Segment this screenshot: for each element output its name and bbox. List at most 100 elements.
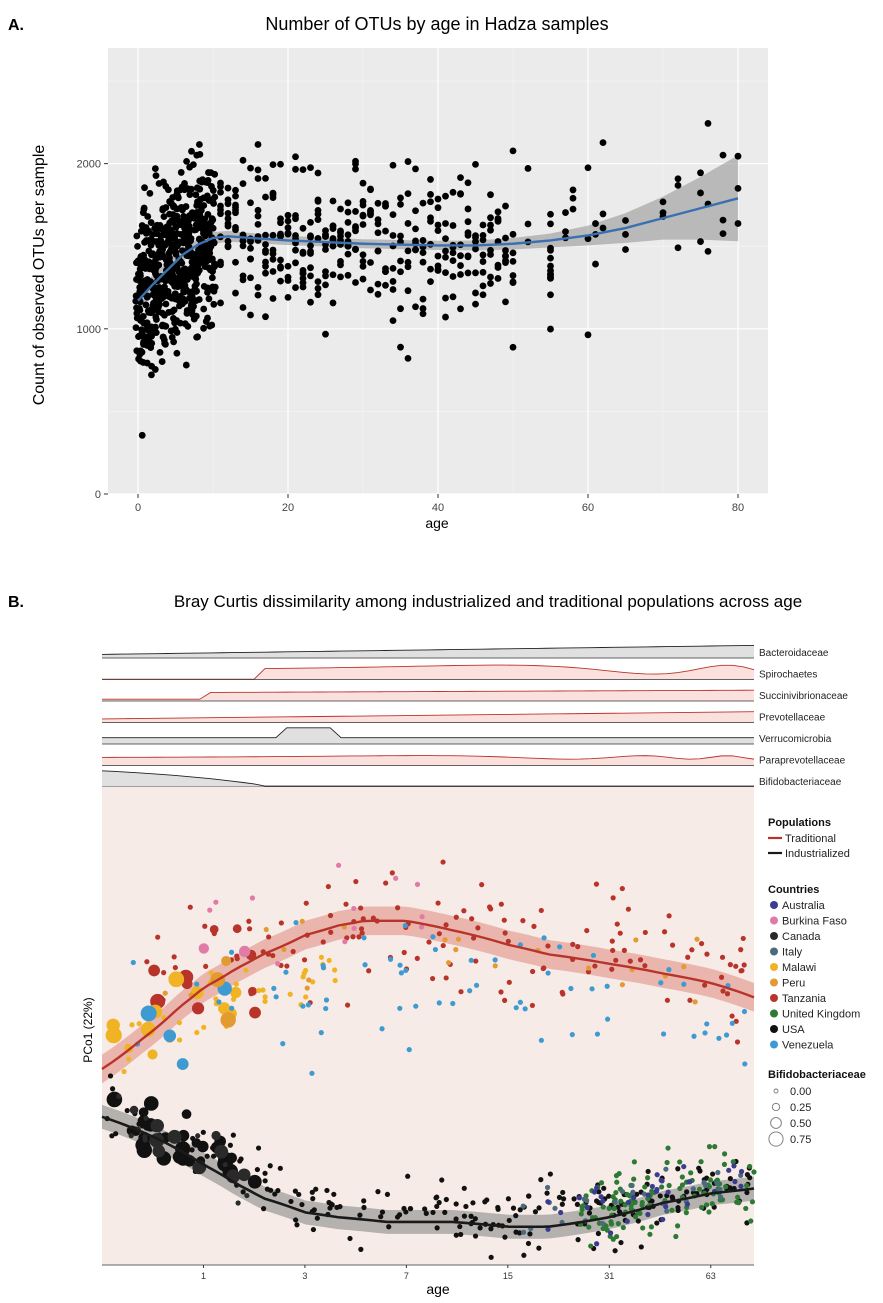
family-label: Prevotellaceae bbox=[759, 713, 826, 724]
sample-point bbox=[698, 940, 705, 947]
data-point bbox=[224, 184, 232, 192]
sample-point bbox=[702, 982, 708, 988]
data-point bbox=[189, 161, 197, 169]
sample-point bbox=[445, 960, 452, 966]
data-point bbox=[449, 222, 457, 229]
population-legend-label: Industrialized bbox=[785, 848, 850, 860]
sample-point bbox=[262, 1170, 268, 1176]
panel-b-smooth-lines bbox=[101, 919, 755, 1229]
sample-point bbox=[370, 915, 376, 921]
data-point bbox=[314, 234, 322, 242]
sample-point bbox=[240, 1189, 246, 1195]
sample-point bbox=[544, 1190, 550, 1196]
data-point bbox=[359, 179, 367, 187]
data-point bbox=[307, 298, 314, 306]
data-point bbox=[442, 269, 449, 277]
data-point bbox=[148, 339, 156, 347]
data-point bbox=[292, 232, 299, 239]
data-point bbox=[284, 293, 292, 301]
data-point bbox=[344, 219, 352, 226]
data-point bbox=[147, 219, 155, 226]
data-point bbox=[232, 226, 239, 234]
sample-point bbox=[201, 1024, 207, 1030]
sample-point bbox=[306, 977, 312, 983]
sample-point bbox=[443, 975, 449, 981]
sample-point bbox=[335, 862, 342, 868]
sample-point bbox=[638, 1244, 644, 1250]
sample-point bbox=[413, 1003, 419, 1009]
sample-point bbox=[470, 935, 477, 941]
sample-point bbox=[440, 942, 446, 949]
family-ridge bbox=[102, 755, 754, 766]
sample-point bbox=[600, 1225, 606, 1232]
size-legend-title: Bifidobacteriaceae bbox=[768, 1069, 866, 1081]
data-point bbox=[509, 257, 517, 265]
data-point bbox=[254, 212, 262, 220]
family-ridge-outline bbox=[101, 770, 754, 787]
sample-point bbox=[235, 1200, 241, 1206]
data-point bbox=[464, 218, 472, 226]
sample-point bbox=[691, 1033, 697, 1039]
data-point bbox=[659, 198, 667, 206]
sample-point bbox=[434, 1225, 440, 1231]
sample-point bbox=[568, 985, 574, 992]
data-point bbox=[547, 244, 554, 252]
data-point bbox=[419, 295, 427, 303]
sample-point bbox=[706, 1144, 713, 1150]
data-point bbox=[374, 247, 382, 255]
data-point bbox=[307, 242, 314, 250]
sample-point bbox=[743, 1205, 749, 1212]
data-point bbox=[389, 211, 397, 219]
data-point bbox=[224, 243, 232, 251]
sample-point bbox=[625, 1199, 631, 1205]
sample-point bbox=[275, 961, 281, 967]
data-point bbox=[404, 190, 412, 198]
data-point bbox=[307, 233, 314, 241]
sample-point bbox=[150, 1118, 164, 1133]
sample-point bbox=[393, 875, 399, 881]
data-point bbox=[307, 250, 314, 257]
sample-point bbox=[432, 946, 439, 953]
sample-point bbox=[654, 1172, 660, 1178]
data-point bbox=[367, 286, 374, 294]
sample-point bbox=[414, 955, 420, 961]
sample-point bbox=[375, 1189, 381, 1195]
sample-point bbox=[692, 999, 698, 1005]
data-point bbox=[174, 193, 182, 200]
data-point bbox=[192, 312, 200, 320]
sample-point bbox=[709, 1201, 715, 1207]
sample-point bbox=[527, 1231, 533, 1237]
sample-point bbox=[633, 937, 639, 943]
sample-point bbox=[502, 930, 508, 936]
sample-point bbox=[505, 938, 511, 944]
sample-point bbox=[706, 1209, 712, 1215]
data-point bbox=[442, 253, 449, 261]
data-point bbox=[509, 147, 517, 155]
data-point bbox=[232, 192, 239, 200]
x-tick-label: 63 bbox=[706, 1271, 716, 1281]
sample-point bbox=[525, 1240, 532, 1247]
sample-point bbox=[620, 1224, 626, 1231]
data-point bbox=[344, 250, 352, 258]
sample-point bbox=[584, 1204, 590, 1211]
sample-point bbox=[160, 997, 166, 1003]
data-point bbox=[464, 269, 472, 277]
sample-point bbox=[741, 1008, 748, 1015]
data-point bbox=[419, 236, 427, 244]
data-point bbox=[472, 238, 479, 246]
sample-point bbox=[642, 963, 648, 969]
data-point bbox=[232, 258, 239, 266]
sample-point bbox=[314, 1215, 320, 1221]
data-point bbox=[382, 281, 389, 289]
data-point bbox=[299, 275, 307, 282]
data-point bbox=[487, 273, 494, 281]
sample-point bbox=[479, 882, 485, 888]
sample-point bbox=[613, 957, 619, 963]
sample-point bbox=[288, 1198, 294, 1205]
sample-point bbox=[669, 1207, 675, 1213]
data-point bbox=[181, 186, 188, 194]
data-point bbox=[562, 209, 569, 216]
data-point bbox=[262, 269, 269, 277]
sample-point bbox=[323, 1005, 329, 1012]
sample-point bbox=[262, 994, 268, 1000]
